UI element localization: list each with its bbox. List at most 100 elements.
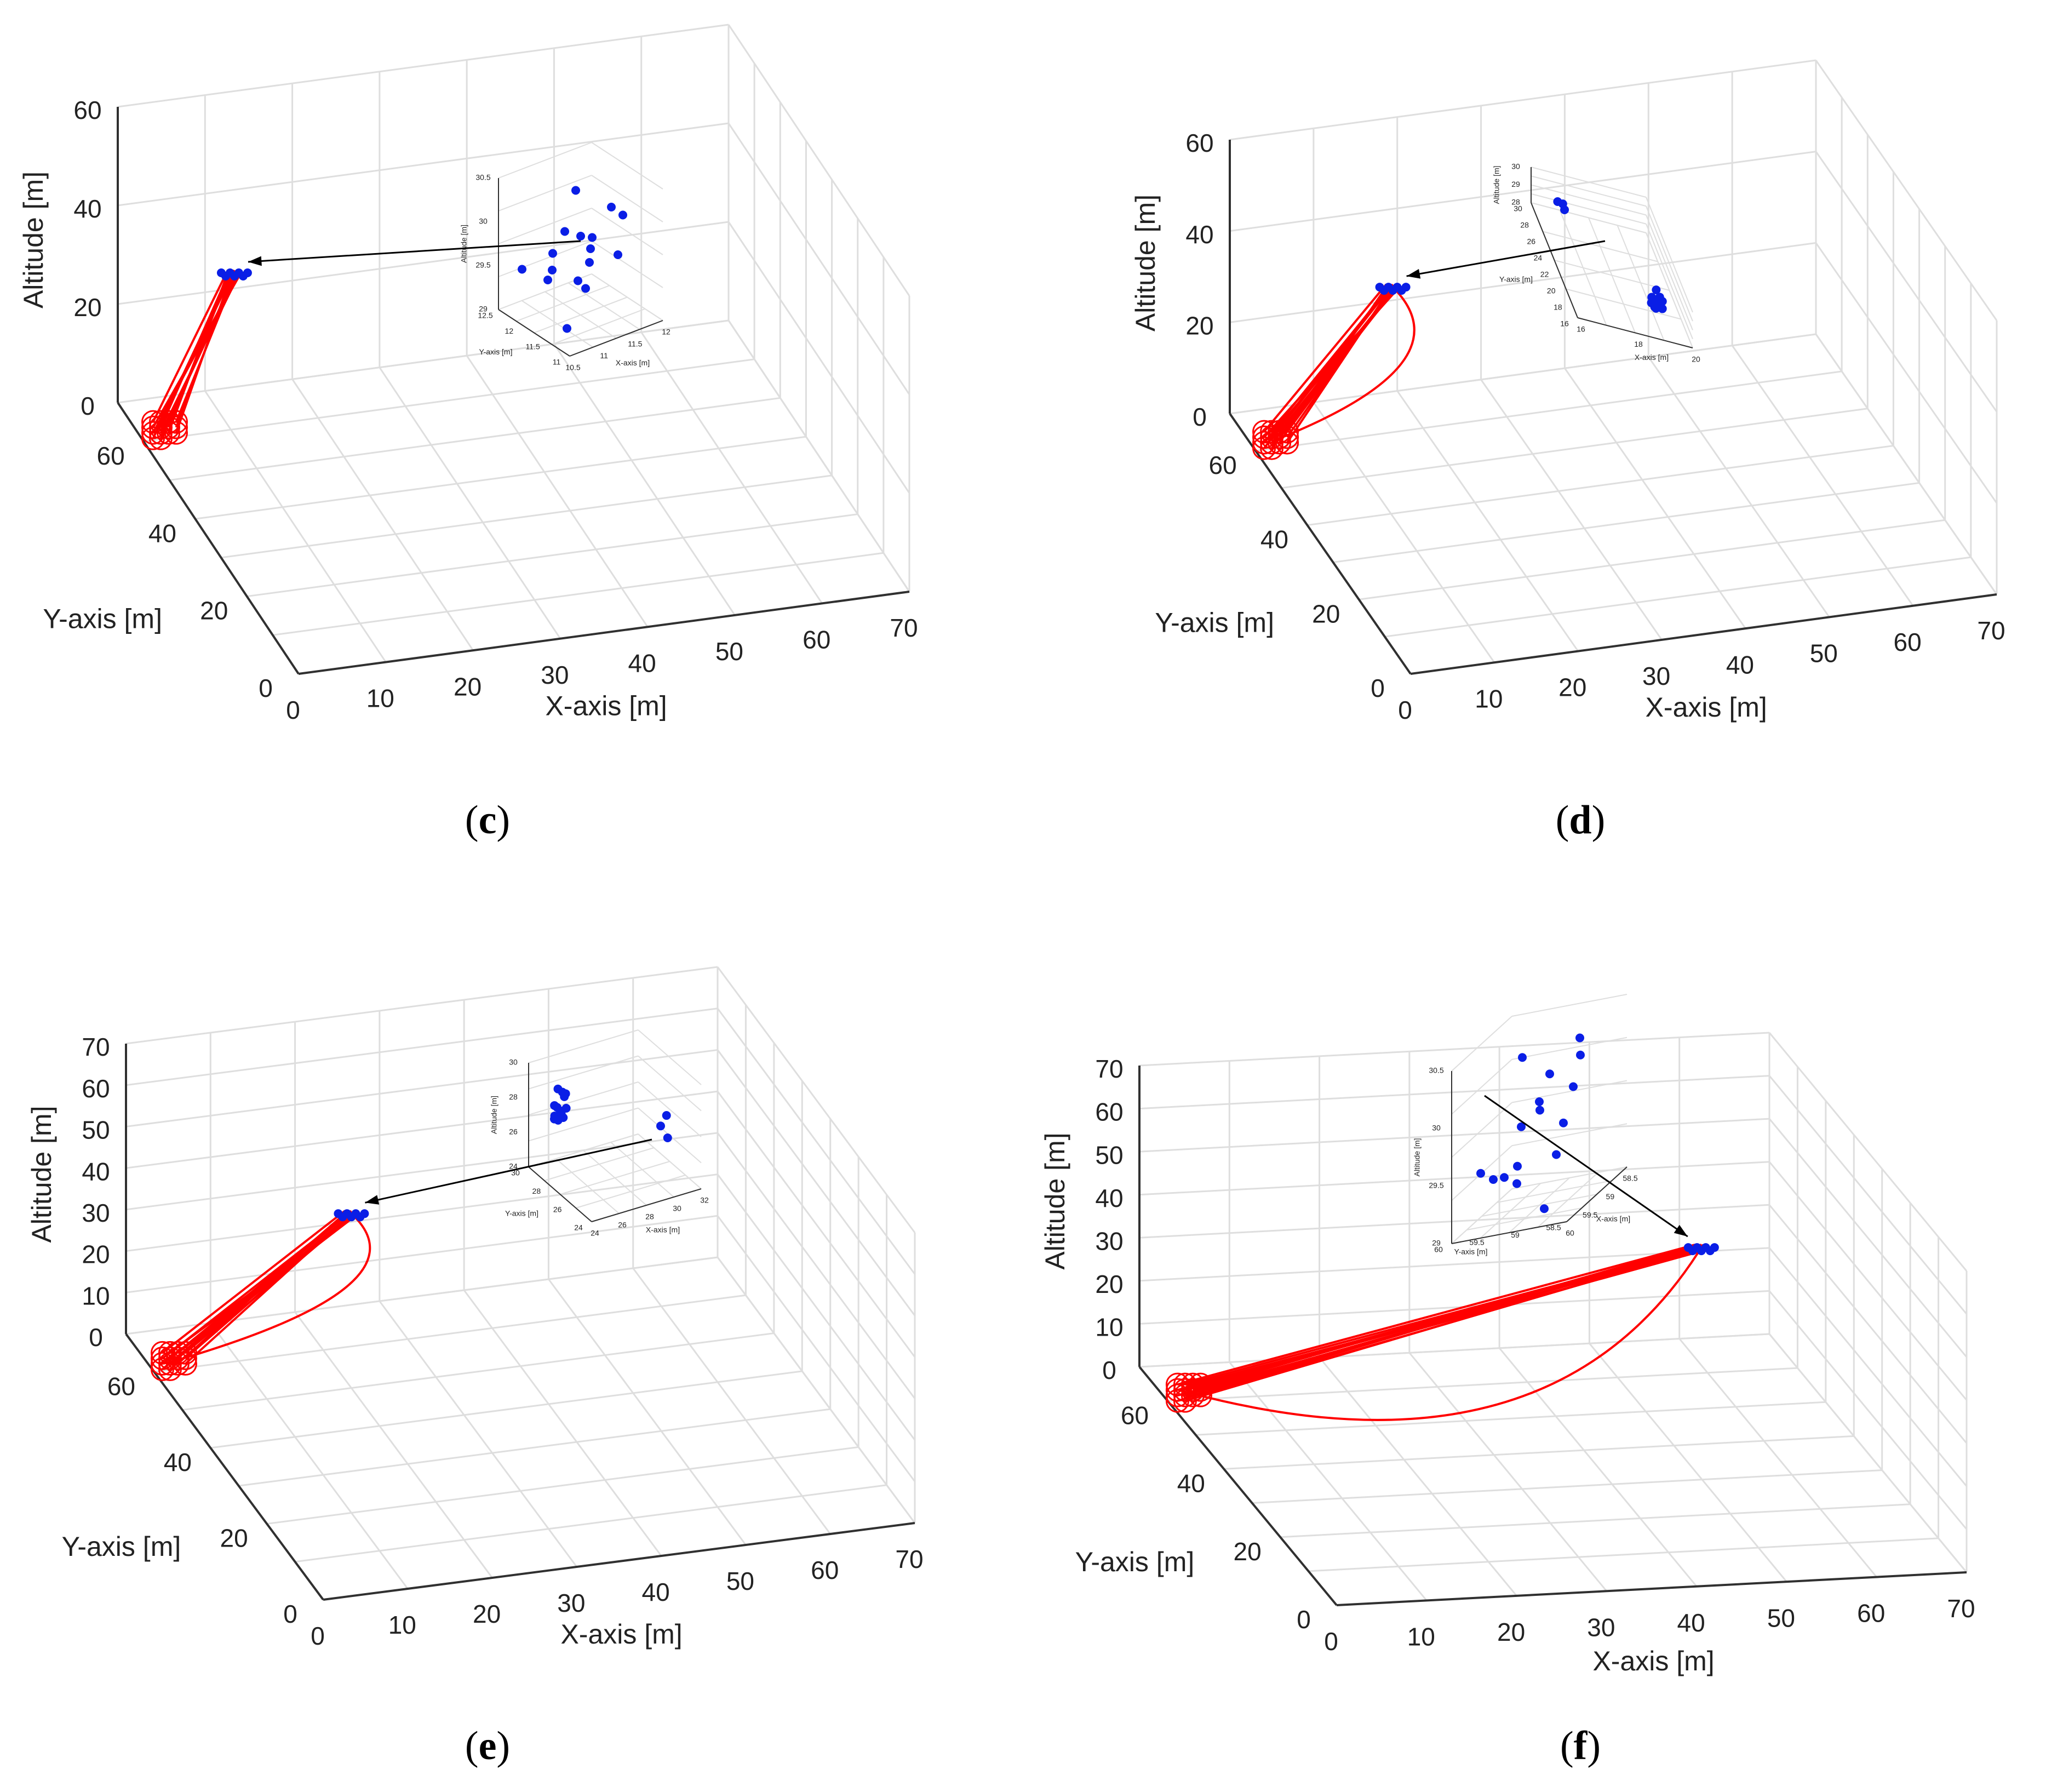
y-tick-label: 0 bbox=[259, 674, 273, 702]
x-axis-line bbox=[298, 591, 910, 675]
grid-line bbox=[247, 513, 858, 598]
inset-drone-point bbox=[548, 266, 557, 274]
grid-line bbox=[125, 1132, 718, 1211]
z-tick-label: 30 bbox=[1095, 1227, 1123, 1255]
z-axis-label: Altitude [m] bbox=[26, 1106, 57, 1243]
grid-line bbox=[463, 1290, 662, 1556]
callout-arrow bbox=[248, 240, 581, 263]
caption-f: (f) bbox=[1560, 1724, 1601, 1768]
trajectory-line bbox=[169, 1212, 356, 1370]
inset-grid-line bbox=[544, 1147, 655, 1181]
grid-line bbox=[1307, 445, 1894, 526]
inset-drone-point bbox=[1513, 1161, 1522, 1171]
grid-line bbox=[1229, 151, 1816, 232]
inset-grid-line bbox=[1509, 1177, 1570, 1233]
z-tick-label: 20 bbox=[1185, 311, 1213, 340]
inset-grid-line bbox=[534, 296, 628, 334]
caption-e: (e) bbox=[465, 1724, 511, 1768]
grid-line bbox=[210, 1322, 409, 1589]
inset-grid-line bbox=[638, 1133, 702, 1189]
inset-y-axis bbox=[498, 309, 570, 357]
inset-x-tick: 59.5 bbox=[1583, 1210, 1597, 1219]
grid-line bbox=[154, 1294, 746, 1373]
inset-grid-line bbox=[498, 175, 592, 211]
grid-line bbox=[717, 1007, 916, 1275]
inset-grid-line bbox=[560, 1161, 670, 1195]
start-marker bbox=[141, 426, 165, 450]
inset-grid-line bbox=[610, 1142, 674, 1198]
inset-drone-point bbox=[1559, 1118, 1568, 1127]
inset-x-tick: 26 bbox=[618, 1221, 627, 1229]
grid-line bbox=[1195, 1401, 1826, 1436]
grid-line bbox=[1255, 370, 1842, 452]
y-axis-line bbox=[1229, 413, 1412, 675]
inset-y-tick: 26 bbox=[1527, 237, 1535, 246]
start-marker bbox=[150, 1352, 174, 1376]
inset-x-tick: 11.5 bbox=[628, 339, 642, 348]
z-tick-label: 40 bbox=[1095, 1184, 1123, 1212]
y-tick-label: 40 bbox=[148, 519, 176, 547]
grid-line bbox=[125, 1049, 718, 1127]
inset-y-tick: 30 bbox=[1514, 204, 1522, 213]
inset-x-tick: 16 bbox=[1577, 325, 1585, 334]
inset-grid-line bbox=[528, 1081, 639, 1115]
inset-grid-line bbox=[1497, 1180, 1612, 1203]
z-tick-label: 70 bbox=[82, 1033, 110, 1061]
inset-grid-line bbox=[1646, 205, 1693, 322]
grid-line bbox=[1229, 333, 1816, 415]
x-axis-label: X-axis [m] bbox=[545, 690, 667, 721]
x-tick-label: 0 bbox=[286, 696, 300, 724]
inset-drone-point bbox=[553, 1084, 563, 1093]
trajectory-line bbox=[1184, 1246, 1705, 1402]
callout-arrow bbox=[1406, 240, 1606, 277]
drone-marker bbox=[1710, 1243, 1719, 1252]
grid-line bbox=[1139, 1333, 1770, 1368]
inset-y-tick: 20 bbox=[1547, 287, 1556, 295]
chart-e: 0 10 20 30 40 50 60 70 60 40 20 0 70 60 50 40 30 20 10 0 X-a… bbox=[26, 966, 924, 1650]
x-tick-label: 60 bbox=[803, 626, 830, 654]
x-axis-label: X-axis [m] bbox=[1646, 692, 1767, 723]
y-tick-label: 40 bbox=[1177, 1469, 1205, 1498]
grid-line bbox=[727, 221, 910, 494]
inset-grid-line bbox=[1646, 232, 1693, 348]
inset-x-label: X-axis [m] bbox=[1596, 1215, 1630, 1223]
x-tick-label: 40 bbox=[1677, 1608, 1705, 1637]
inset-x-axis bbox=[1566, 1166, 1628, 1222]
inset-grid-line bbox=[1617, 225, 1665, 341]
inset-grid-line bbox=[1646, 224, 1693, 340]
z-tick-label: 40 bbox=[1185, 220, 1213, 249]
grid-line bbox=[553, 343, 736, 616]
caption-c: (c) bbox=[465, 798, 511, 843]
grid-line bbox=[1678, 1338, 1877, 1578]
inset-y-tick: 28 bbox=[1520, 221, 1529, 230]
detour-trajectory bbox=[1188, 1247, 1703, 1421]
inset-grid-line bbox=[528, 1133, 639, 1167]
inset-drone-point bbox=[571, 186, 580, 195]
grid-line bbox=[1768, 1290, 1968, 1530]
z-tick-label: 50 bbox=[82, 1116, 110, 1144]
inset-x-tick: 20 bbox=[1692, 355, 1700, 364]
drone-marker bbox=[1401, 283, 1411, 292]
z-tick-label: 20 bbox=[73, 293, 101, 322]
trajectory-line bbox=[1177, 1244, 1702, 1402]
grid-f bbox=[1138, 1032, 1968, 1606]
inset-drone-point bbox=[607, 203, 616, 211]
inset-grid-line bbox=[498, 142, 592, 179]
x-tick-label: 30 bbox=[1587, 1613, 1615, 1641]
grid-line bbox=[548, 1279, 747, 1545]
caption-d: (d) bbox=[1555, 798, 1606, 843]
inset-drone-point bbox=[1650, 302, 1659, 312]
inset-y-tick: 22 bbox=[1540, 270, 1549, 279]
inset-x-label: X-axis [m] bbox=[1635, 353, 1669, 362]
y-tick-label: 60 bbox=[1121, 1401, 1149, 1429]
inset-grid-line bbox=[1480, 1183, 1541, 1239]
grid-line bbox=[1139, 1118, 1770, 1153]
grid-line bbox=[1319, 1356, 1517, 1596]
grid-line bbox=[221, 474, 832, 559]
inset-grid-line bbox=[1531, 202, 1647, 233]
inset-grid-line bbox=[1511, 1166, 1628, 1189]
y-tick-label: 20 bbox=[1312, 599, 1340, 628]
x-tick-label: 10 bbox=[1475, 684, 1503, 713]
